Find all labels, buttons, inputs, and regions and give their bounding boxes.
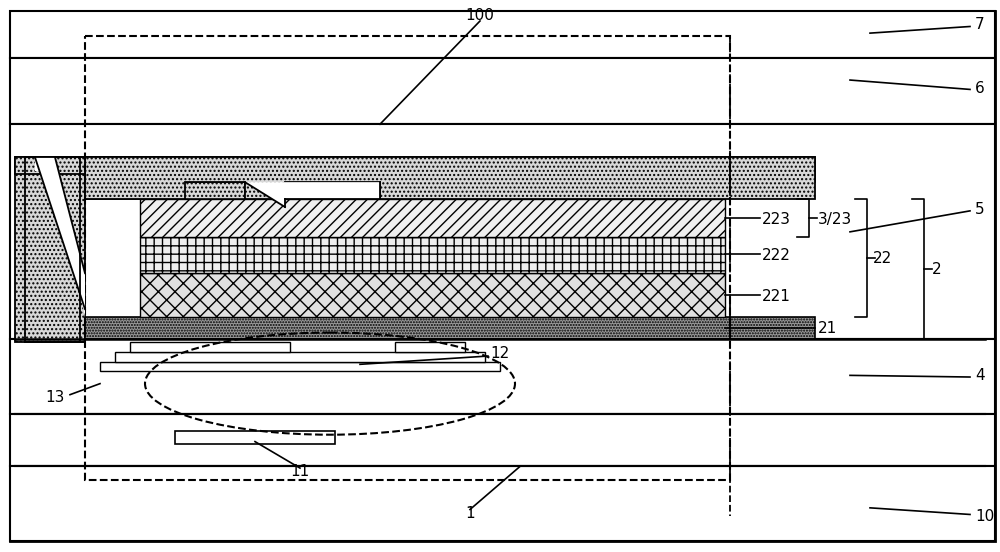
Bar — [10, 124, 995, 339]
Bar — [15, 157, 85, 174]
Text: 4: 4 — [975, 368, 985, 383]
Bar — [10, 466, 995, 541]
Bar — [85, 317, 815, 339]
Bar — [140, 237, 725, 273]
Bar — [175, 431, 335, 444]
Polygon shape — [85, 157, 245, 199]
Text: 21: 21 — [818, 321, 837, 336]
Polygon shape — [85, 157, 815, 199]
Bar — [100, 362, 500, 371]
Bar — [85, 157, 815, 182]
Text: 12: 12 — [490, 346, 509, 361]
Text: 7: 7 — [975, 17, 985, 33]
Text: 5: 5 — [975, 202, 985, 217]
Polygon shape — [245, 182, 380, 207]
Text: 10: 10 — [975, 508, 994, 524]
Bar — [10, 58, 995, 124]
Polygon shape — [35, 157, 85, 309]
Polygon shape — [285, 157, 815, 199]
Bar — [10, 414, 995, 466]
Polygon shape — [35, 157, 85, 317]
Bar — [85, 36, 730, 480]
Bar — [140, 273, 725, 317]
Text: 1: 1 — [465, 506, 475, 521]
Polygon shape — [15, 157, 85, 342]
Text: 13: 13 — [45, 390, 65, 405]
Text: 223: 223 — [762, 212, 791, 227]
Bar — [85, 157, 815, 182]
Bar — [85, 182, 185, 199]
Bar — [10, 339, 995, 414]
Bar — [130, 342, 290, 352]
Text: 2: 2 — [932, 262, 942, 277]
Text: 3/23: 3/23 — [818, 212, 852, 227]
Text: 100: 100 — [466, 8, 494, 23]
Bar — [10, 11, 995, 58]
Bar — [115, 352, 485, 362]
Text: 222: 222 — [762, 247, 791, 263]
Text: 11: 11 — [290, 464, 310, 480]
Text: 6: 6 — [975, 81, 985, 96]
Text: 22: 22 — [873, 251, 892, 266]
Bar — [395, 342, 465, 352]
Bar — [380, 182, 815, 199]
Bar — [140, 199, 725, 237]
Text: 221: 221 — [762, 289, 791, 304]
